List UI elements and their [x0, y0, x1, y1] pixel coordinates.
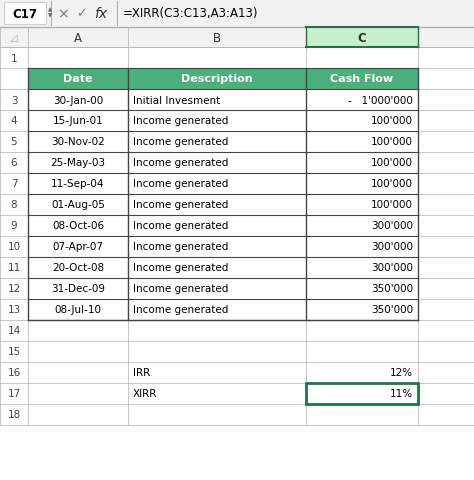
Text: Income generated: Income generated — [133, 137, 228, 147]
Text: 17: 17 — [8, 389, 21, 399]
Text: fx: fx — [94, 7, 108, 21]
Bar — [0, 28, 474, 48]
Text: 100'000: 100'000 — [371, 179, 413, 189]
Text: 25-May-03: 25-May-03 — [50, 158, 106, 168]
Text: ◿: ◿ — [10, 33, 18, 43]
Text: Income generated: Income generated — [133, 263, 228, 273]
Text: 11%: 11% — [390, 389, 413, 399]
Text: 9: 9 — [11, 221, 18, 231]
Text: 7: 7 — [11, 179, 18, 189]
Text: 08-Oct-06: 08-Oct-06 — [52, 221, 104, 231]
Text: Income generated: Income generated — [133, 305, 228, 315]
Text: 12%: 12% — [390, 368, 413, 378]
Text: 300'000: 300'000 — [371, 242, 413, 252]
Text: 01-Aug-05: 01-Aug-05 — [51, 200, 105, 210]
Text: 30-Nov-02: 30-Nov-02 — [51, 137, 105, 147]
Bar — [0, 0, 474, 28]
Text: 08-Jul-10: 08-Jul-10 — [55, 305, 101, 315]
Text: 15: 15 — [8, 347, 21, 357]
Text: Income generated: Income generated — [133, 242, 228, 252]
Text: 6: 6 — [11, 158, 18, 168]
Text: ×: × — [57, 7, 69, 21]
Text: 13: 13 — [8, 305, 21, 315]
Text: B: B — [213, 31, 221, 45]
Text: A: A — [74, 31, 82, 45]
Text: 10: 10 — [8, 242, 20, 252]
Text: Description: Description — [181, 74, 253, 84]
Text: Date: Date — [63, 74, 93, 84]
Text: 11: 11 — [8, 263, 21, 273]
Text: Income generated: Income generated — [133, 116, 228, 126]
Text: 3: 3 — [11, 96, 18, 105]
Text: 300'000: 300'000 — [371, 263, 413, 273]
Text: 12: 12 — [8, 284, 21, 294]
Text: XIRR: XIRR — [133, 389, 157, 399]
Text: Income generated: Income generated — [133, 284, 228, 294]
Text: 07-Apr-07: 07-Apr-07 — [53, 242, 103, 252]
Text: 5: 5 — [11, 137, 18, 147]
Bar — [4, 3, 46, 25]
Text: ▼: ▼ — [48, 13, 52, 18]
Text: 100'000: 100'000 — [371, 116, 413, 126]
Text: Income generated: Income generated — [133, 158, 228, 168]
Text: Cash Flow: Cash Flow — [330, 74, 393, 84]
Text: Initial Invesment: Initial Invesment — [133, 96, 220, 105]
Text: 30-Jan-00: 30-Jan-00 — [53, 96, 103, 105]
Text: =XIRR(C3:C13,A3:A13): =XIRR(C3:C13,A3:A13) — [123, 8, 258, 21]
Text: ✓: ✓ — [76, 8, 86, 21]
Text: 15-Jun-01: 15-Jun-01 — [53, 116, 103, 126]
Text: 4: 4 — [11, 116, 18, 126]
Text: 16: 16 — [8, 368, 21, 378]
Text: 31-Dec-09: 31-Dec-09 — [51, 284, 105, 294]
Text: 100'000: 100'000 — [371, 137, 413, 147]
Text: ▲: ▲ — [48, 8, 52, 12]
Text: 18: 18 — [8, 409, 21, 420]
Text: C: C — [357, 31, 366, 45]
Text: IRR: IRR — [133, 368, 150, 378]
Bar — [28, 69, 418, 90]
Text: C17: C17 — [12, 8, 37, 21]
Text: 1: 1 — [11, 53, 18, 63]
Text: -   1'000'000: - 1'000'000 — [348, 96, 413, 105]
Text: Income generated: Income generated — [133, 200, 228, 210]
Text: 11-Sep-04: 11-Sep-04 — [51, 179, 105, 189]
Text: Income generated: Income generated — [133, 221, 228, 231]
Text: 14: 14 — [8, 326, 21, 336]
Text: 100'000: 100'000 — [371, 158, 413, 168]
Text: 20-Oct-08: 20-Oct-08 — [52, 263, 104, 273]
Bar — [306, 383, 418, 404]
Text: 350'000: 350'000 — [371, 305, 413, 315]
Text: 100'000: 100'000 — [371, 200, 413, 210]
Text: 350'000: 350'000 — [371, 284, 413, 294]
Text: Income generated: Income generated — [133, 179, 228, 189]
Text: 300'000: 300'000 — [371, 221, 413, 231]
Bar — [306, 28, 418, 48]
Text: 8: 8 — [11, 200, 18, 210]
